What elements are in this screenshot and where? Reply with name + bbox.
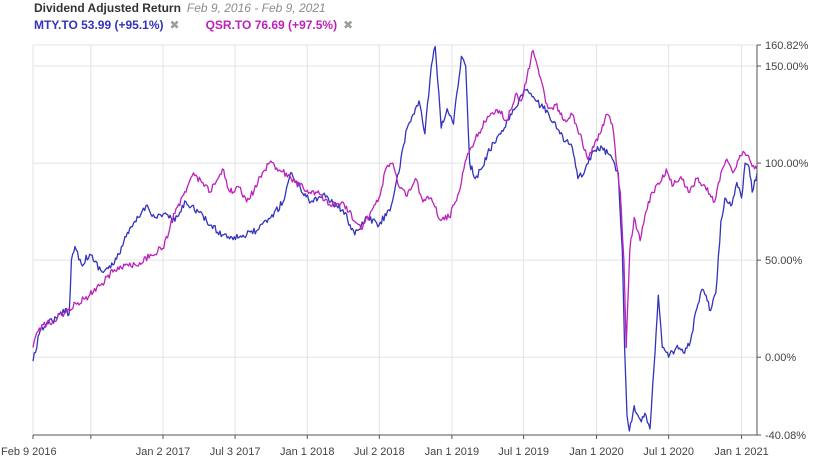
chart-legend: MTY.TO 53.99 (+95.1%) ✖ QSR.TO 76.69 (+97.…	[34, 18, 379, 32]
y-tick-label: -40.08%	[765, 430, 806, 442]
remove-series-qsr-icon[interactable]: ✖	[343, 18, 354, 32]
x-tick-label: Jan 1 2020	[569, 446, 623, 458]
chart-title: Dividend Adjusted Return	[34, 1, 181, 15]
x-tick-label: Jul 2 2018	[354, 446, 405, 458]
x-tick-label: Jan 1 2019	[425, 446, 479, 458]
y-tick-label: 150.00%	[765, 61, 809, 73]
grid-lines	[32, 44, 757, 436]
x-axis-tick-labels: Feb 9 2016 Jan 2 2017 Jul 3 2017 Jan 1 2018…	[1, 446, 769, 458]
x-tick-label: Jul 3 2017	[210, 446, 261, 458]
series-lines	[32, 45, 758, 432]
x-tick-label: Jul 1 2019	[498, 446, 549, 458]
x-tick-label: Jan 1 2018	[280, 446, 334, 458]
chart-date-range: Feb 9, 2016 - Feb 9, 2021	[186, 1, 326, 15]
y-tick-label: 100.00%	[765, 158, 809, 170]
x-tick-label: Jan 1 2021	[714, 446, 768, 458]
remove-series-mty-icon[interactable]: ✖	[169, 18, 180, 32]
legend-label-qsr: QSR.TO 76.69 (+97.5%)	[205, 18, 338, 32]
x-tick-label: Jul 1 2020	[643, 446, 694, 458]
series-line-qsr-to	[32, 49, 758, 349]
chart-header: Dividend Adjusted Return Feb 9, 2016 - Fe…	[34, 1, 326, 15]
x-tick-label: Jan 2 2017	[136, 446, 190, 458]
x-tick-label: Feb 9 2016	[1, 446, 57, 458]
legend-item-qsr[interactable]: QSR.TO 76.69 (+97.5%) ✖	[206, 18, 354, 32]
series-line-mty-to	[32, 45, 758, 432]
y-tick-label: 160.82%	[765, 40, 809, 52]
legend-item-mty[interactable]: MTY.TO 53.99 (+95.1%) ✖	[34, 18, 180, 32]
legend-label-mty: MTY.TO 53.99 (+95.1%)	[34, 18, 164, 32]
y-tick-label: 50.00%	[765, 255, 803, 267]
y-tick-label: 0.00%	[765, 352, 796, 364]
axes	[32, 44, 761, 439]
y-axis-tick-labels: 160.82% 150.00% 100.00% 50.00% 0.00% -40.08%	[765, 40, 809, 442]
